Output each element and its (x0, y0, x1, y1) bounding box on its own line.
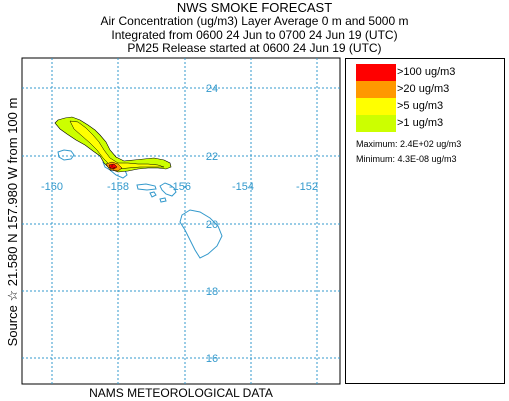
map-frame (21, 57, 341, 385)
subtitle-concentration: Air Concentration (ug/m3) Layer Average … (100, 14, 409, 28)
island-lanai (149, 191, 157, 198)
lon-label: -158 (107, 181, 129, 193)
lon-label: -152 (296, 181, 318, 193)
island-maui (159, 182, 177, 197)
legend-item-1: >1 ug/m3 (356, 115, 501, 132)
latitude-gridlines (22, 87, 340, 359)
subtitle-release: PM25 Release started at 0600 24 Jun 19 (… (127, 41, 382, 55)
plume-contour-5 (69, 120, 165, 170)
legend-label: >20 ug/m3 (397, 83, 450, 95)
island-hawaii (179, 209, 223, 259)
meteorological-data-footer: NAMS METEOROLOGICAL DATA (89, 386, 273, 400)
legend-swatch-yellow (356, 98, 396, 115)
grid-labels: 24 22 20 18 16 -160 -158 -156 -154 -152 (41, 83, 318, 365)
island-kauai (57, 149, 75, 161)
lat-label: 20 (206, 219, 218, 231)
map-title: NWS SMOKE FORECAST (176, 0, 333, 15)
legend-item-20: >20 ug/m3 (356, 81, 501, 98)
plume-contour-100 (108, 163, 118, 170)
legend-swatch-lime (356, 115, 396, 132)
legend-item-100: >100 ug/m3 (356, 64, 501, 81)
legend-maximum: Maximum: 2.4E+02 ug/m3 (356, 139, 462, 149)
lon-label: -154 (232, 181, 254, 193)
island-kahoolawe (159, 197, 167, 203)
legend-swatch-red (356, 64, 396, 81)
legend-label: >100 ug/m3 (397, 66, 456, 78)
legend-panel: >100 ug/m3 >20 ug/m3 >5 ug/m3 >1 ug/m3 M… (345, 58, 505, 384)
lon-label: -160 (41, 181, 63, 193)
smoke-plume (54, 116, 172, 173)
legend-swatch-orange (356, 81, 396, 98)
subtitle-integration: Integrated from 0600 24 Jun to 0700 24 J… (111, 28, 398, 42)
legend-label: >1 ug/m3 (397, 117, 444, 129)
source-star-icon: ☆ (108, 163, 116, 173)
lat-label: 18 (206, 286, 218, 298)
lat-label: 16 (206, 353, 218, 365)
legend-label: >5 ug/m3 (397, 100, 444, 112)
lat-label: 24 (206, 83, 218, 95)
legend-minimum: Minimum: 4.3E-08 ug/m3 (356, 154, 457, 164)
lat-label: 22 (206, 151, 218, 163)
island-molokai (136, 183, 157, 191)
legend-item-5: >5 ug/m3 (356, 98, 501, 115)
